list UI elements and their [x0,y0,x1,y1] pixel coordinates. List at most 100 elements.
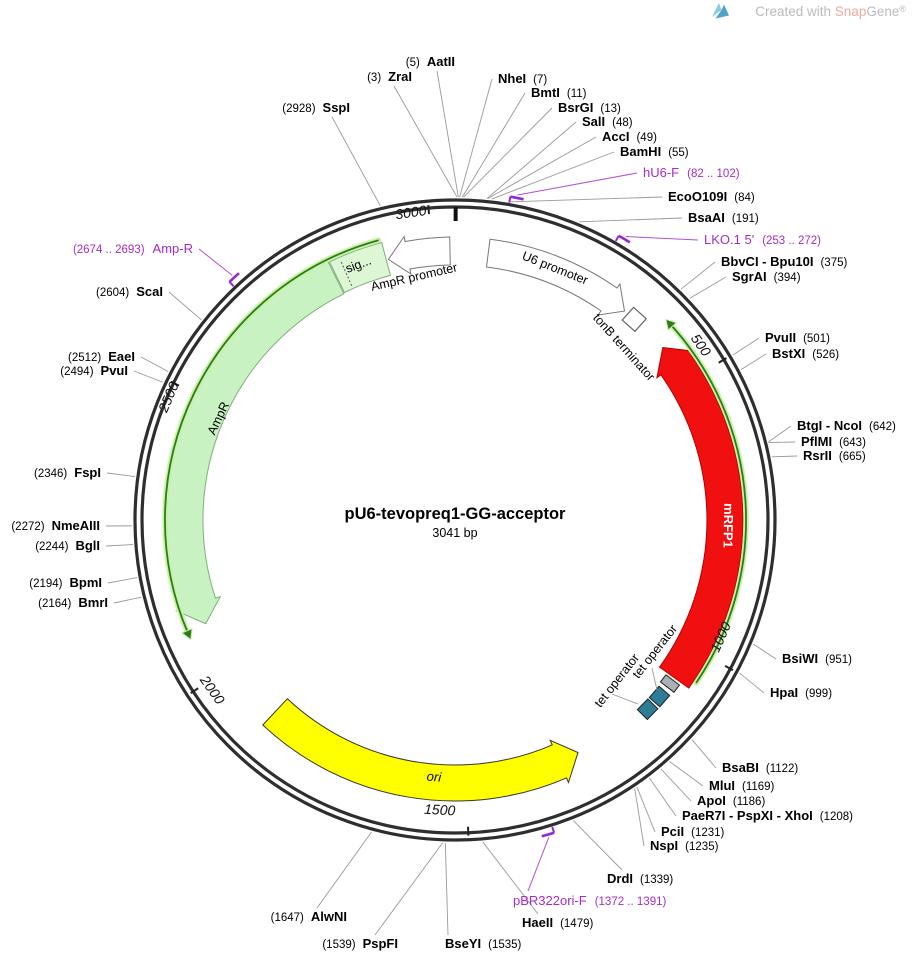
primer-label-hu6-f[interactable]: hU6-F (82 .. 102) [643,165,740,180]
site-label-sgrai[interactable]: SgrAI (394) [732,269,801,284]
site-label-bstxi[interactable]: BstXI (526) [772,346,839,361]
callout-line-drdi [572,820,623,871]
site-label-pspfi[interactable]: (1539) PspFI [322,936,398,951]
site-label-hpai[interactable]: HpaI (999) [770,685,832,700]
site-name: BseYI [445,936,481,951]
feature-tet-operator-1-callout-line [651,667,658,691]
site-label-bseyi[interactable]: BseYI (1535) [445,936,522,951]
feature-tet-operator-2[interactable] [636,698,659,721]
site-name: BsaAI [688,210,725,225]
site-name: FspI [74,465,101,480]
snapgene-logo-icon-dark [715,4,729,19]
site-label-bpmi[interactable]: (2194) BpmI [29,575,102,590]
feature-mrfp1[interactable] [656,347,744,689]
callout-line-nspi [634,788,645,847]
feature-ori[interactable] [262,697,579,802]
site-label-bmri[interactable]: (2164) BmrI [38,595,108,610]
site-name: MluI [709,778,735,793]
callout-line-bbvci-bpu10i [680,261,716,290]
feature-sig[interactable] [328,241,392,294]
site-label-bsiwi[interactable]: BsiWI (951) [782,651,852,666]
site-label-pvuii[interactable]: PvuII (501) [765,330,830,345]
watermark: Created with SnapGene® [712,3,906,19]
primer-label-pbr322ori-f[interactable]: pBR322ori-F (1372 .. 1391) [513,893,666,908]
site-label-mlui[interactable]: MluI (1169) [709,778,775,793]
site-label-rsrii[interactable]: RsrII (665) [803,448,866,463]
site-label-bsabi[interactable]: BsaBI (1122) [722,760,798,775]
primer-callout-line-lko-1-5 [625,236,699,241]
site-name: HaeII [522,915,553,930]
callout-line-sspi [331,116,381,206]
site-label-pcii[interactable]: PciI (1231) [661,824,725,839]
site-label-paer7i-pspxi-xhoi[interactable]: PaeR7I - PspXI - XhoI (1208) [682,808,853,823]
site-name: ApoI [697,793,726,808]
primer-name: LKO.1 5' [704,232,754,247]
feature-ori-label[interactable]: ori [426,769,443,785]
primer-position: (253 .. 272) [762,235,821,247]
primer-label-amp-r[interactable]: (2674 .. 2693) Amp-R [73,241,193,256]
primer-mark-lko-1-5[interactable] [618,234,631,244]
callout-line-btgi-ncoi [768,425,792,443]
feature-tet-operator-2-label[interactable]: tet operator [592,651,642,710]
site-label-nmeaiii[interactable]: (2272) NmeAIII [11,518,100,533]
site-label-pvui[interactable]: (2494) PvuI [60,363,128,378]
callout-line-bsrgi [463,107,553,198]
site-label-bsaai[interactable]: BsaAI (191) [688,210,759,225]
callout-line-pvui [133,370,164,383]
feature-ampr[interactable] [166,260,345,625]
site-label-eaei[interactable]: (2512) EaeI [68,349,135,364]
primer-label-lko-1-5[interactable]: LKO.1 5' (253 .. 272) [704,232,821,247]
site-name: NheI [498,71,526,86]
site-label-nhei[interactable]: NheI (7) [498,71,547,86]
site-label-apoi[interactable]: ApoI (1186) [697,793,765,808]
site-label-acci[interactable]: AccI (49) [602,129,657,144]
primer-name: hU6-F [643,165,679,180]
site-label-btgi-ncoi[interactable]: BtgI - NcoI (642) [797,418,896,433]
site-label-nspi[interactable]: NspI (1235) [650,838,719,853]
site-label-haeii[interactable]: HaeII (1479) [522,915,593,930]
site-position: (526) [812,349,839,361]
site-name: BamHI [620,144,661,159]
site-label-pflmi[interactable]: PflMI (643) [801,434,866,449]
feature-mrfp1-label[interactable]: mRFP1 [720,503,736,548]
primer-mark-pbr322ori-f[interactable] [541,831,555,838]
site-position: (2194) [29,578,62,590]
site-label-sali[interactable]: SalI (48) [582,114,633,129]
site-position: (55) [668,147,689,159]
callout-line-bseyi [444,842,449,936]
site-label-drdi[interactable]: DrdI (1339) [607,871,673,886]
site-label-bamhi[interactable]: BamHI (55) [620,144,689,159]
callout-line-paer7i-pspxi-xhoi [648,777,677,817]
site-label-sspi[interactable]: (2928) SspI [282,100,350,115]
feature-tet-operator-1[interactable] [648,685,671,708]
feature-u6-promoter[interactable] [485,238,626,316]
site-name: PflMI [801,434,832,449]
site-name: BbvCI - Bpu10I [721,254,813,269]
callout-line-nhei [459,78,493,198]
site-label-fspi[interactable]: (2346) FspI [34,465,101,480]
site-position: (1539) [322,939,355,951]
site-label-alwni[interactable]: (1647) AlwNI [271,909,347,924]
feature-tonb-terminator[interactable] [621,306,648,333]
site-label-zrai[interactable]: (3) ZraI [367,69,412,84]
feature-spacer-box[interactable] [659,674,681,693]
site-label-aatii[interactable]: (5) AatII [406,54,455,69]
feature-ampr-promoter[interactable] [387,235,451,275]
site-name: PvuII [765,330,796,345]
primer-mark-hu6-f[interactable] [510,195,524,201]
site-position: (643) [839,437,866,449]
callout-line-zrai [393,85,458,198]
site-label-bgli[interactable]: (2244) BglI [35,538,100,553]
site-name: PvuI [101,363,128,378]
callout-line-acci [487,136,597,200]
site-position: (48) [612,117,633,129]
primer-callout-line-amp-r [198,248,233,276]
site-position: (3) [367,72,381,84]
site-label-bbvci-bpu10i[interactable]: BbvCI - Bpu10I (375) [721,254,847,269]
site-name: BmrI [78,595,108,610]
primer-mark-amp-r[interactable] [228,272,240,283]
site-label-bmti[interactable]: BmtI (11) [531,85,587,100]
site-label-scai[interactable]: (2604) ScaI [96,284,163,299]
site-label-ecoo109i[interactable]: EcoO109I (84) [668,189,755,204]
site-label-bsrgi[interactable]: BsrGI (13) [558,100,621,115]
